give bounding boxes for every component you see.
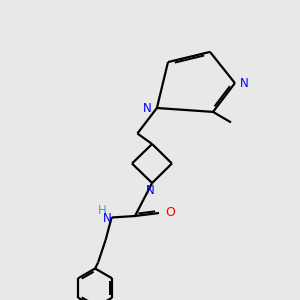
Text: O: O: [166, 206, 176, 220]
Text: N: N: [146, 184, 155, 197]
Text: N: N: [240, 76, 249, 90]
Text: H: H: [98, 204, 107, 218]
Text: N: N: [103, 212, 112, 226]
Text: N: N: [143, 101, 152, 115]
